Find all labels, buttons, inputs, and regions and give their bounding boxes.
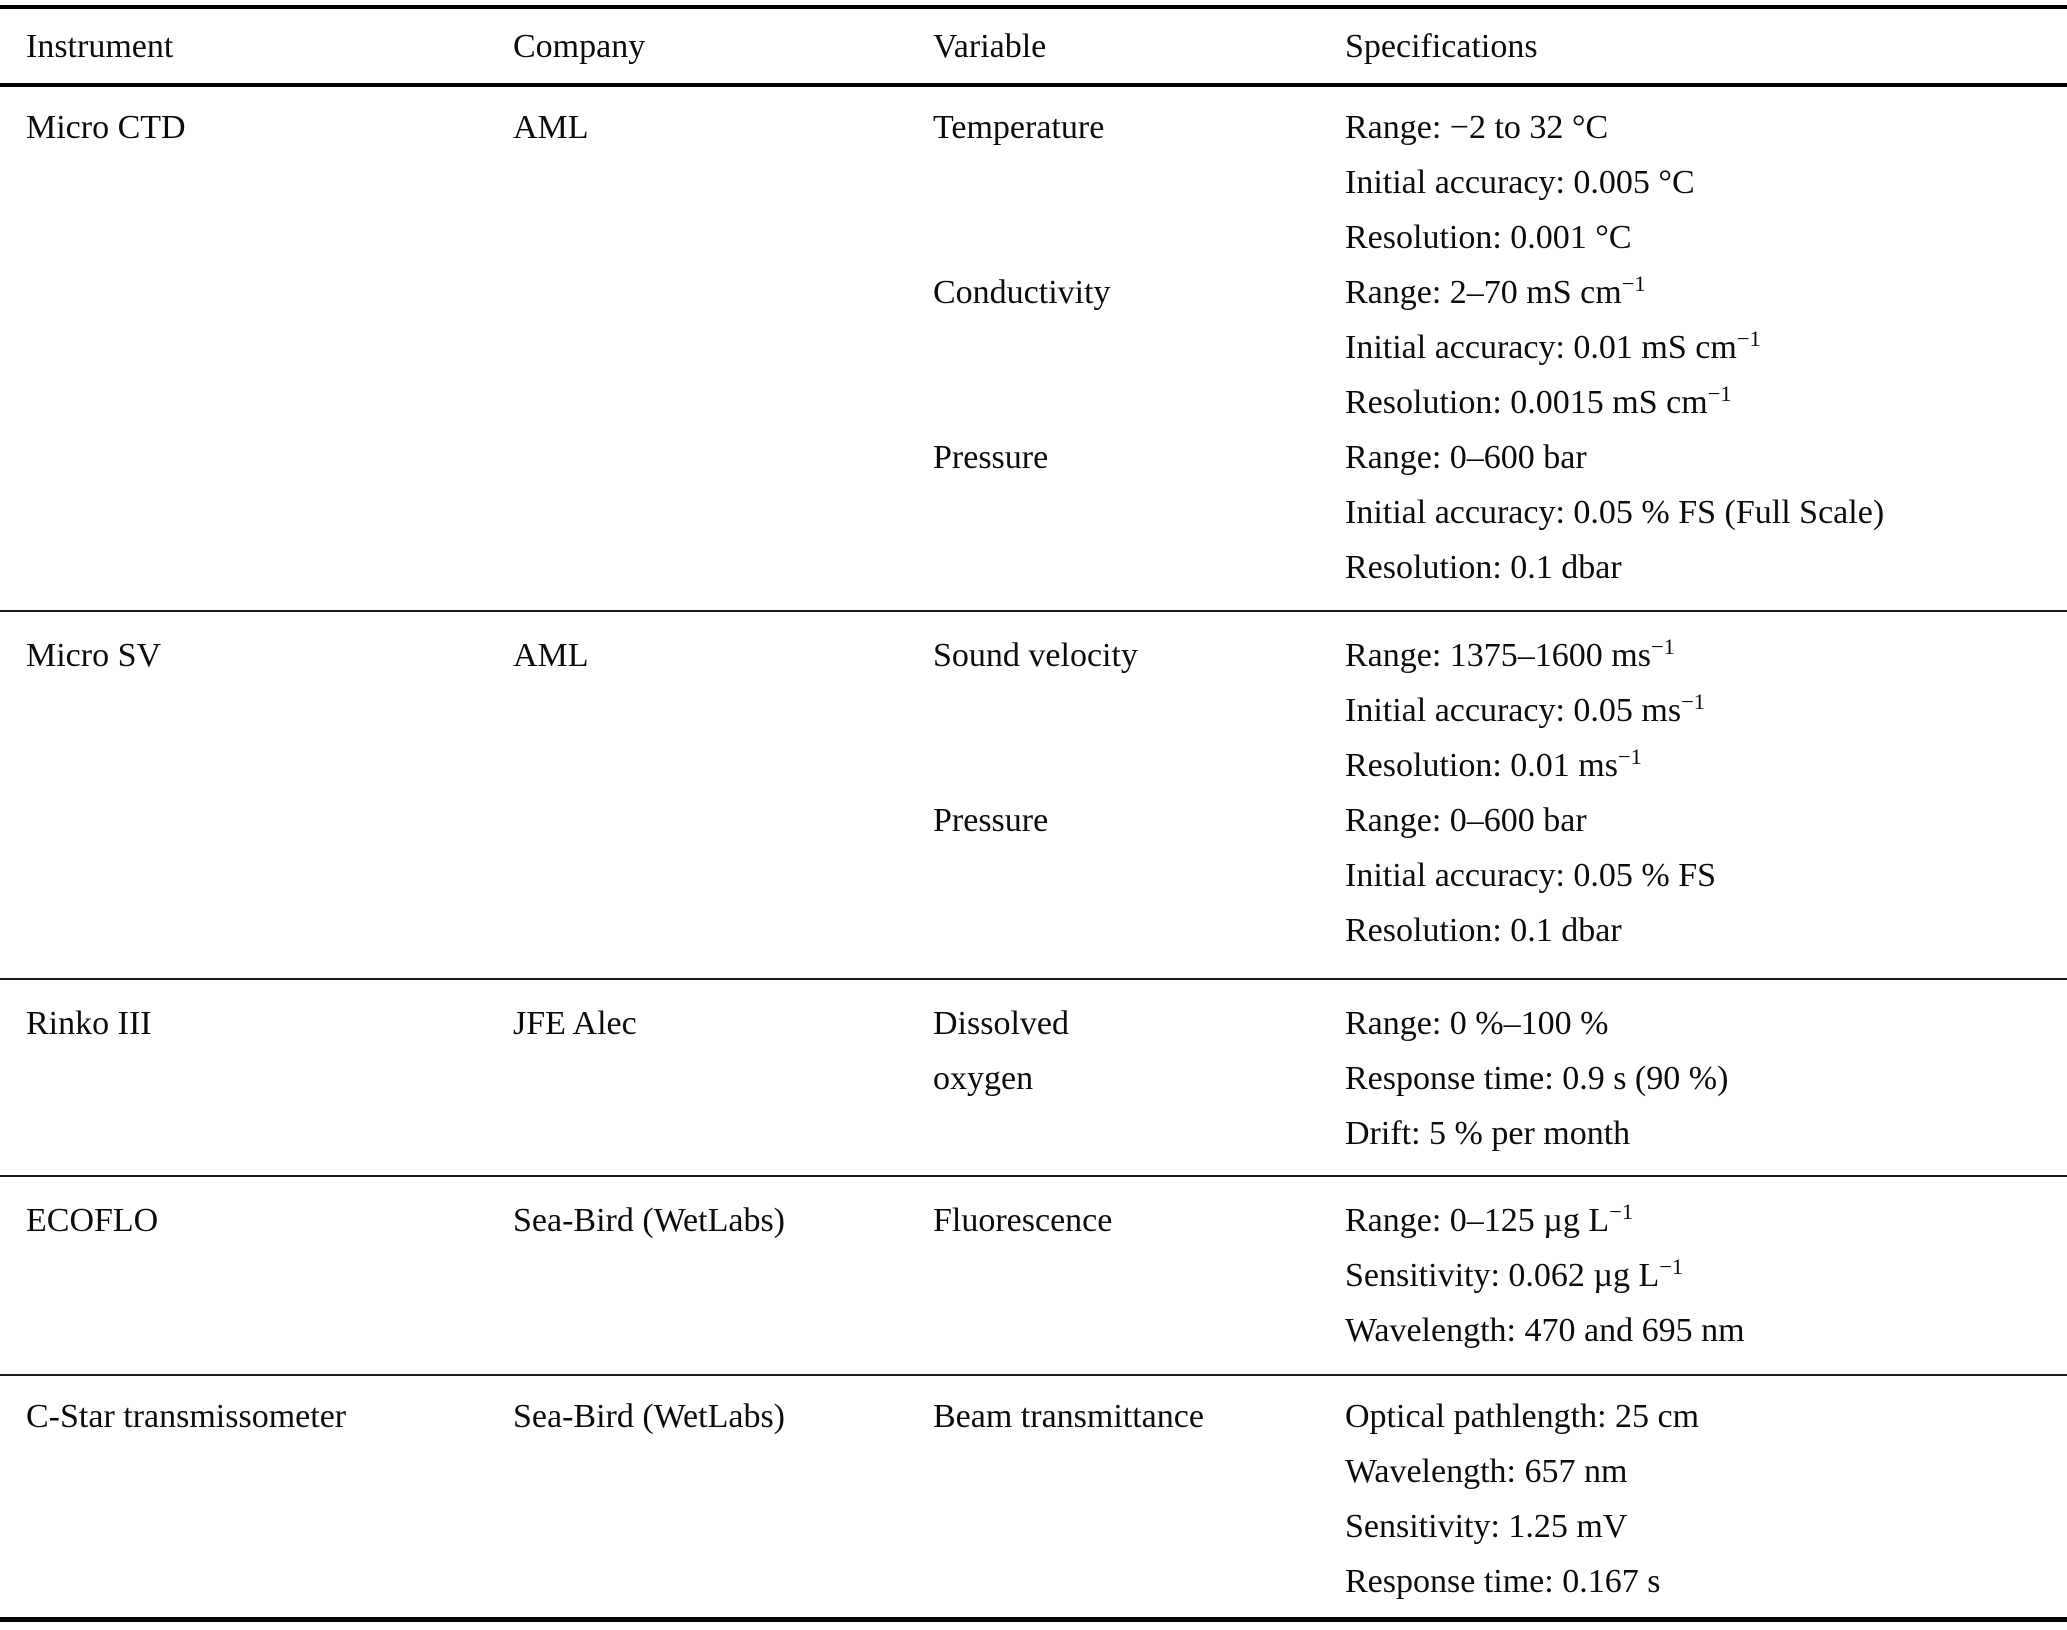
superscript-exponent: −1 [1707,380,1732,406]
company-cell: Sea-Bird (WetLabs) [513,1202,785,1239]
variable-cell: Fluorescence [933,1193,1345,1358]
measurement-group: Conductivity Range: 2–70 mS cm−1 Initial a… [933,265,2067,430]
variable-specs-groups: Dissolved oxygen Range: 0 %–100 % Response … [933,996,2067,1161]
spec-line: Drift: 5 % per month [1345,1115,1631,1152]
variable-label: oxygen [933,1060,1034,1097]
variable-label: Fluorescence [933,1202,1113,1239]
variable-specs-groups: Fluorescence Range: 0–125 µg L−1 Sensitivi… [933,1193,2067,1358]
spec-line: Sensitivity: 1.25 mV [1345,1508,1628,1545]
spec-line: Wavelength: 470 and 695 nm [1345,1312,1745,1349]
spec-line: Resolution: 0.01 ms−1 [1345,743,1642,784]
page: { "table": { "columns": ["Instrument", "… [0,5,2067,1630]
company-cell: AML [513,637,589,674]
specs-cell: Range: −2 to 32 °C Initial accuracy: 0.00… [1345,100,2067,265]
spec-line: Range: −2 to 32 °C [1345,109,1609,146]
variable-label: Conductivity [933,274,1111,311]
table-row: C-Star transmissometer Sea-Bird (WetLabs)… [0,1376,2067,1617]
spec-line: Range: 0–600 bar [1345,439,1587,476]
company-cell: AML [513,109,589,146]
specs-cell: Range: 0–600 bar Initial accuracy: 0.05 %… [1345,430,2067,595]
spec-line: Range: 0–125 µg L−1 [1345,1198,1634,1239]
spec-line: Resolution: 0.1 dbar [1345,549,1622,586]
superscript-exponent: −1 [1659,1253,1684,1279]
variable-cell: Beam transmittance [933,1389,1345,1609]
specs-cell: Range: 0–125 µg L−1 Sensitivity: 0.062 µg… [1345,1193,2067,1358]
spec-line: Range: 0–600 bar [1345,802,1587,839]
variable-label: Temperature [933,109,1105,146]
spec-line: Initial accuracy: 0.05 % FS (Full Scale) [1345,494,1885,531]
superscript-exponent: −1 [1609,1198,1634,1224]
table-row: ECOFLO Sea-Bird (WetLabs) Fluorescence Rang… [0,1177,2067,1376]
measurement-group: Pressure Range: 0–600 bar Initial accuracy… [933,793,2067,958]
specs-cell: Range: 0–600 bar Initial accuracy: 0.05 %… [1345,793,2067,958]
spec-line: Resolution: 0.1 dbar [1345,912,1622,949]
col-header-company: Company [513,28,646,65]
spec-line: Range: 2–70 mS cm−1 [1345,270,1646,311]
variable-specs-groups: Sound velocity Range: 1375–1600 ms−1 Initi… [933,628,2067,958]
measurement-group: Dissolved oxygen Range: 0 %–100 % Response … [933,996,2067,1161]
instrument-cell: ECOFLO [26,1202,159,1239]
spec-line: Resolution: 0.001 °C [1345,219,1632,256]
spec-line: Initial accuracy: 0.05 % FS [1345,857,1717,894]
variable-cell: Dissolved oxygen [933,996,1345,1161]
specs-cell: Optical pathlength: 25 cm Wavelength: 657… [1345,1389,2067,1609]
variable-label: Dissolved [933,1005,1069,1042]
variable-cell: Temperature [933,100,1345,265]
spec-line: Initial accuracy: 0.01 mS cm−1 [1345,325,1761,366]
company-cell: Sea-Bird (WetLabs) [513,1398,785,1435]
measurement-group: Fluorescence Range: 0–125 µg L−1 Sensitivi… [933,1193,2067,1358]
table-row: Rinko III JFE Alec Dissolved oxygen Range: 0… [0,980,2067,1177]
variable-cell: Conductivity [933,265,1345,430]
instrument-cell: Micro SV [26,637,162,674]
variable-cell: Pressure [933,793,1345,958]
col-header-variable: Variable [933,28,1047,65]
variable-specs-groups: Beam transmittance Optical pathlength: 25… [933,1389,2067,1609]
variable-label: Pressure [933,439,1049,476]
measurement-group: Beam transmittance Optical pathlength: 25… [933,1389,2067,1609]
measurement-group: Sound velocity Range: 1375–1600 ms−1 Initi… [933,628,2067,793]
variable-label: Beam transmittance [933,1398,1204,1435]
spec-line: Response time: 0.167 s [1345,1563,1661,1600]
col-header-instrument: Instrument [26,28,174,65]
spec-line: Initial accuracy: 0.005 °C [1345,164,1695,201]
instrument-cell: Rinko III [26,1005,152,1042]
measurement-group: Pressure Range: 0–600 bar Initial accuracy… [933,430,2067,595]
instrument-specifications-table: Instrument Company Variable Specificatio… [0,5,2067,1622]
table-body: Micro CTD AML Temperature Range: −2 to 32 °… [0,87,2067,1617]
superscript-exponent: −1 [1621,270,1646,296]
instrument-cell: Micro CTD [26,109,186,146]
superscript-exponent: −1 [1617,743,1642,769]
instrument-cell: C-Star transmissometer [26,1398,347,1435]
variable-label: Sound velocity [933,637,1138,674]
superscript-exponent: −1 [1736,325,1761,351]
variable-cell: Sound velocity [933,628,1345,793]
variable-specs-groups: Temperature Range: −2 to 32 °C Initial acc… [933,100,2067,595]
spec-line: Initial accuracy: 0.05 ms−1 [1345,688,1705,729]
col-header-specifications: Specifications [1345,28,1538,65]
company-cell: JFE Alec [513,1005,637,1042]
spec-line: Wavelength: 657 nm [1345,1453,1628,1490]
variable-label: Pressure [933,802,1049,839]
specs-cell: Range: 1375–1600 ms−1 Initial accuracy: 0… [1345,628,2067,793]
spec-line: Range: 0 %–100 % [1345,1005,1609,1042]
spec-line: Range: 1375–1600 ms−1 [1345,633,1675,674]
spec-line: Resolution: 0.0015 mS cm−1 [1345,380,1732,421]
variable-cell: Pressure [933,430,1345,595]
superscript-exponent: −1 [1650,633,1675,659]
specs-cell: Range: 2–70 mS cm−1 Initial accuracy: 0.0… [1345,265,2067,430]
spec-line: Optical pathlength: 25 cm [1345,1398,1700,1435]
table-header-row: Instrument Company Variable Specificatio… [0,9,2067,87]
spec-line: Sensitivity: 0.062 µg L−1 [1345,1253,1684,1294]
superscript-exponent: −1 [1681,688,1705,714]
specs-cell: Range: 0 %–100 % Response time: 0.9 s (90… [1345,996,2067,1161]
table-row: Micro CTD AML Temperature Range: −2 to 32 °… [0,87,2067,612]
table-row: Micro SV AML Sound velocity Range: 1375–160… [0,612,2067,980]
measurement-group: Temperature Range: −2 to 32 °C Initial acc… [933,100,2067,265]
spec-line: Response time: 0.9 s (90 %) [1345,1060,1729,1097]
